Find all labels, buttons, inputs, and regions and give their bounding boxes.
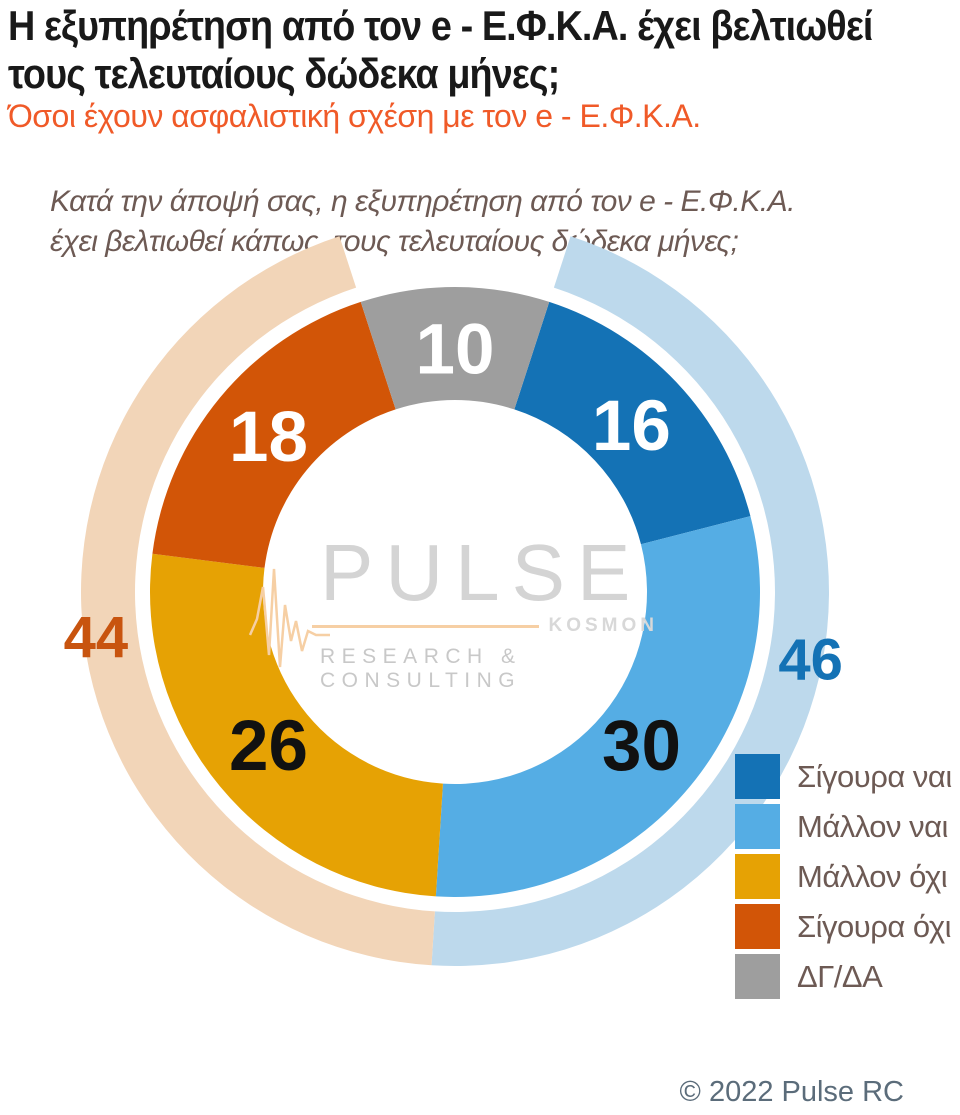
legend-label: Μάλλον ναι — [797, 808, 948, 844]
outer-arc-value-46: 46 — [778, 627, 843, 692]
outer-arc-44 — [80, 236, 435, 966]
legend-item-5: ΔΓ/ΔΑ — [735, 954, 952, 999]
legend-label: Σίγουρα ναι — [797, 758, 952, 794]
segment-value-label-5: 10 — [416, 311, 495, 390]
logo-tagline: RESEARCH & CONSULTING — [320, 645, 522, 692]
donut-segment-1 — [514, 301, 751, 545]
logo-divider-row: KOSMON — [312, 615, 658, 637]
logo-kosmon-text: KOSMON — [548, 615, 658, 636]
donut-segment-5 — [360, 287, 550, 410]
chart-legend: Σίγουρα ναι Μάλλον ναι Μάλλον όχι Σίγουρα ό… — [735, 754, 952, 1004]
segment-value-label-4: 18 — [229, 398, 308, 477]
legend-item-1: Σίγουρα ναι — [735, 754, 952, 799]
donut-segment-3 — [149, 553, 443, 897]
donut-segment-4 — [152, 301, 396, 568]
donut-segment-2 — [435, 516, 760, 898]
copyright-notice: © 2022 Pulse RC — [679, 1076, 904, 1108]
legend-item-3: Μάλλον όχι — [735, 854, 952, 899]
legend-swatch — [735, 804, 780, 849]
legend-swatch — [735, 854, 780, 899]
segment-value-label-1: 16 — [592, 387, 671, 466]
outer-arc-value-44: 44 — [64, 605, 129, 670]
survey-question: Κατά την άποψή σας, η εξυπηρέτηση από το… — [50, 185, 795, 258]
legend-swatch — [735, 754, 780, 799]
logo-wordmark: PULSE — [320, 528, 643, 617]
page-subtitle: Όσοι έχουν ασφαλιστική σχέση με τον e - … — [8, 98, 701, 134]
pulse-waveform-icon — [248, 568, 330, 668]
page-title: Η εξυπηρέτηση από τον e - Ε.Φ.Κ.Α. έχει … — [8, 2, 873, 97]
legend-item-4: Σίγουρα όχι — [735, 904, 952, 949]
legend-swatch — [735, 904, 780, 949]
pulse-logo: PULSE KOSMON RESEARCH & CONSULTING — [248, 533, 658, 693]
logo-divider-line — [312, 624, 539, 628]
legend-label: ΔΓ/ΔΑ — [797, 958, 883, 994]
legend-swatch — [735, 954, 780, 999]
outer-arc-46 — [431, 236, 830, 966]
legend-label: Σίγουρα όχι — [797, 908, 951, 944]
legend-label: Μάλλον όχι — [797, 858, 948, 894]
segment-value-label-2: 30 — [602, 707, 681, 786]
legend-item-2: Μάλλον ναι — [735, 804, 952, 849]
segment-value-label-3: 26 — [229, 707, 308, 786]
